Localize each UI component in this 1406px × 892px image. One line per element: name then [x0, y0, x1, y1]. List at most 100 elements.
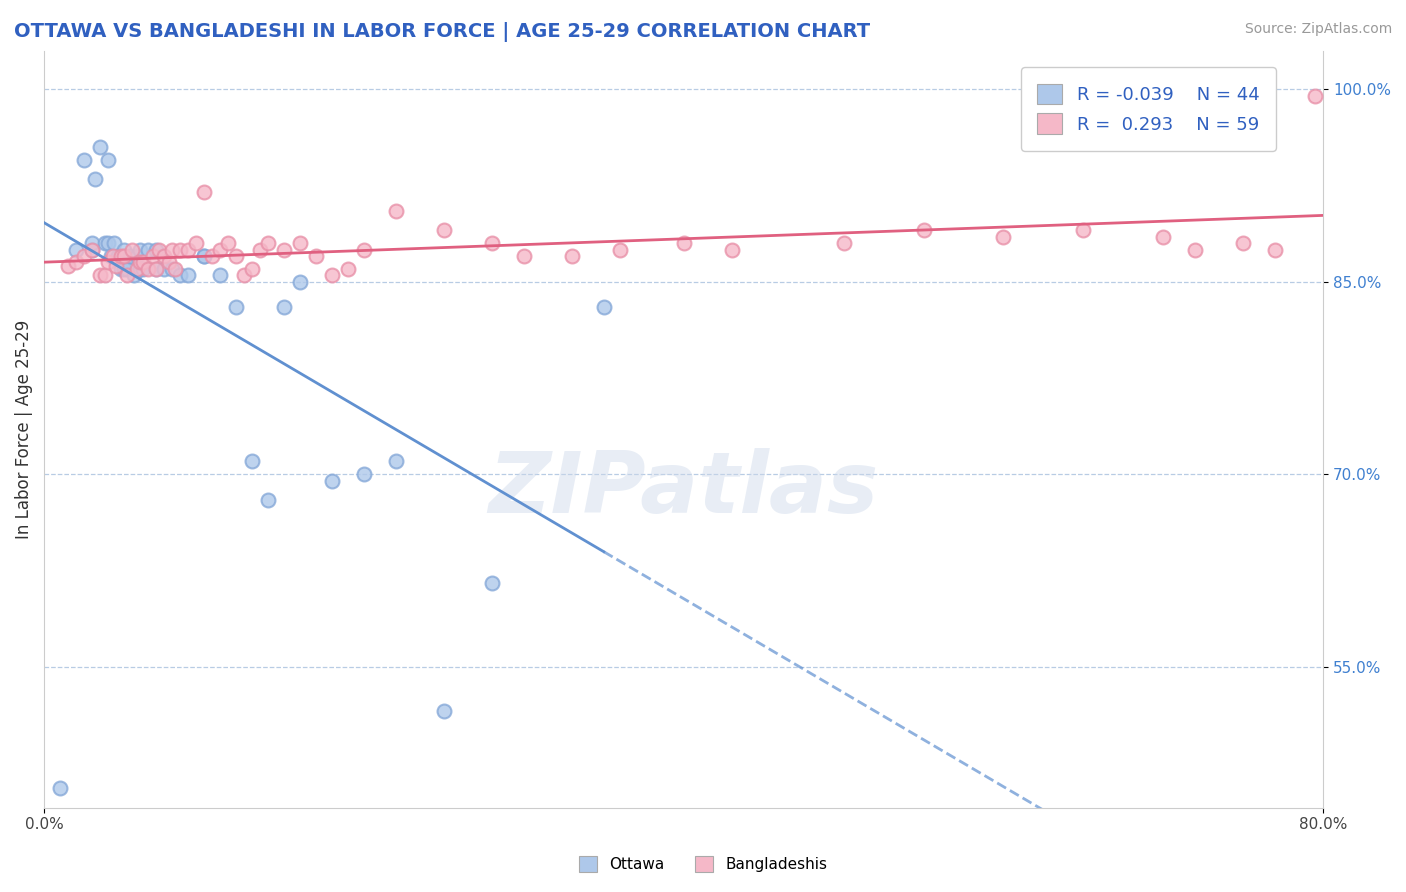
Legend: R = -0.039    N = 44, R =  0.293    N = 59: R = -0.039 N = 44, R = 0.293 N = 59 [1021, 67, 1275, 151]
Point [336, 261, 359, 276]
Point [177, 268, 200, 283]
Point [153, 249, 176, 263]
Point [148, 243, 170, 257]
Point [97, 153, 120, 167]
Point [160, 243, 183, 257]
Point [112, 249, 135, 263]
Point [288, 275, 311, 289]
Point [225, 300, 247, 314]
Point [193, 249, 215, 263]
Point [385, 204, 408, 219]
Point [89, 268, 111, 283]
Point [97, 255, 120, 269]
Point [89, 140, 111, 154]
Point [912, 223, 935, 237]
Point [273, 300, 295, 314]
Point [129, 255, 152, 269]
Point [305, 249, 328, 263]
Point [129, 261, 152, 276]
Point [1152, 229, 1174, 244]
Point [112, 243, 135, 257]
Point [273, 243, 295, 257]
Point [288, 236, 311, 251]
Point [129, 243, 152, 257]
Point [157, 255, 180, 269]
Point [122, 268, 145, 283]
Point [321, 268, 343, 283]
Point [217, 236, 239, 251]
Point [433, 223, 456, 237]
Point [561, 249, 583, 263]
Point [110, 249, 132, 263]
Point [65, 255, 87, 269]
Point [94, 268, 117, 283]
Point [832, 236, 855, 251]
Point [80, 243, 103, 257]
Point [94, 236, 117, 251]
Point [720, 243, 742, 257]
Point [160, 261, 183, 276]
Point [672, 236, 695, 251]
Point [84, 172, 107, 186]
Text: Source: ZipAtlas.com: Source: ZipAtlas.com [1244, 22, 1392, 37]
Point [117, 261, 139, 276]
Point [257, 492, 280, 507]
Point [481, 236, 503, 251]
Point [142, 249, 165, 263]
Point [125, 261, 148, 276]
Point [169, 243, 191, 257]
Point [80, 236, 103, 251]
Point [193, 249, 215, 263]
Text: ZIPatlas: ZIPatlas [488, 449, 879, 532]
Point [136, 243, 159, 257]
Point [481, 576, 503, 591]
Point [385, 454, 408, 468]
Point [592, 300, 614, 314]
Point [105, 259, 128, 273]
Point [132, 261, 155, 276]
Point [208, 243, 231, 257]
Point [993, 229, 1015, 244]
Point [208, 268, 231, 283]
Point [233, 268, 256, 283]
Point [112, 261, 135, 276]
Point [1264, 243, 1286, 257]
Point [145, 261, 167, 276]
Point [120, 249, 142, 263]
Point [240, 261, 263, 276]
Point [1303, 88, 1326, 103]
Point [249, 243, 271, 257]
Point [80, 243, 103, 257]
Text: OTTAWA VS BANGLADESHI IN LABOR FORCE | AGE 25-29 CORRELATION CHART: OTTAWA VS BANGLADESHI IN LABOR FORCE | A… [14, 22, 870, 42]
Point [321, 474, 343, 488]
Point [169, 268, 191, 283]
Point [145, 243, 167, 257]
Point [125, 249, 148, 263]
Point [101, 249, 124, 263]
Point [65, 243, 87, 257]
Point [117, 268, 139, 283]
Point [1232, 236, 1254, 251]
Point [56, 259, 79, 273]
Point [1073, 223, 1095, 237]
Point [240, 454, 263, 468]
Point [97, 236, 120, 251]
Point [177, 243, 200, 257]
Point [136, 261, 159, 276]
Point [353, 243, 375, 257]
Point [110, 261, 132, 276]
Point [433, 705, 456, 719]
Point [145, 261, 167, 276]
Point [73, 153, 96, 167]
Point [609, 243, 631, 257]
Point [257, 236, 280, 251]
Point [225, 249, 247, 263]
Point [103, 236, 125, 251]
Point [165, 261, 187, 276]
Point [100, 249, 122, 263]
Y-axis label: In Labor Force | Age 25-29: In Labor Force | Age 25-29 [15, 319, 32, 539]
Point [121, 243, 143, 257]
Point [513, 249, 536, 263]
Point [201, 249, 224, 263]
Point [353, 467, 375, 481]
